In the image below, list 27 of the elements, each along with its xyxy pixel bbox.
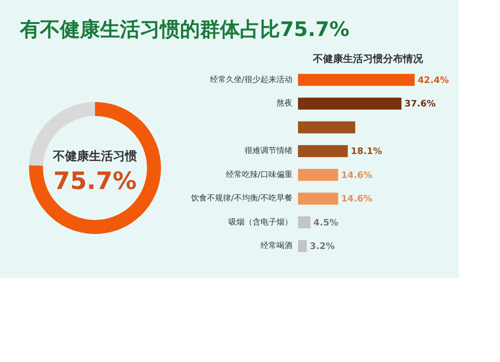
- y-tick-label: 很难调节情绪: [244, 146, 292, 156]
- donut-slice: [29, 102, 161, 234]
- data-label: 4.5%: [313, 218, 338, 228]
- y-tick-label: 经常久坐/很少起来活动: [210, 74, 292, 84]
- data-label: 3.2%: [310, 242, 335, 252]
- data-label: 14.6%: [341, 170, 372, 181]
- bar: [298, 216, 310, 228]
- y-tick-label: 经常吃辣/口味偏重: [226, 170, 292, 179]
- bar: [298, 74, 415, 86]
- y-tick-label: 熬夜: [276, 98, 292, 108]
- bar: [298, 168, 338, 181]
- bar: [298, 121, 356, 134]
- data-label: 14.6%: [341, 194, 372, 205]
- data-label: 37.6%: [404, 100, 436, 110]
- chart-title: 有不健康生活习惯的群体占比75.7%: [19, 17, 350, 41]
- y-tick-label: 经常喝酒: [260, 241, 292, 250]
- bar: [298, 192, 338, 205]
- text: 不健康生活习惯: [52, 149, 137, 163]
- y-tick-label: 吸烟（含电子烟）: [228, 217, 292, 226]
- data-label: 42.4%: [418, 76, 449, 86]
- text: 75.7%: [53, 167, 137, 195]
- data-label: 18.1%: [350, 147, 382, 158]
- chart-title: 不健康生活习惯分布情况: [312, 53, 424, 65]
- bar: [298, 98, 402, 110]
- bar: [298, 145, 348, 158]
- bar: [298, 240, 307, 252]
- y-tick-label: 饮食不规律/不均衡/不吃早餐: [190, 194, 292, 203]
